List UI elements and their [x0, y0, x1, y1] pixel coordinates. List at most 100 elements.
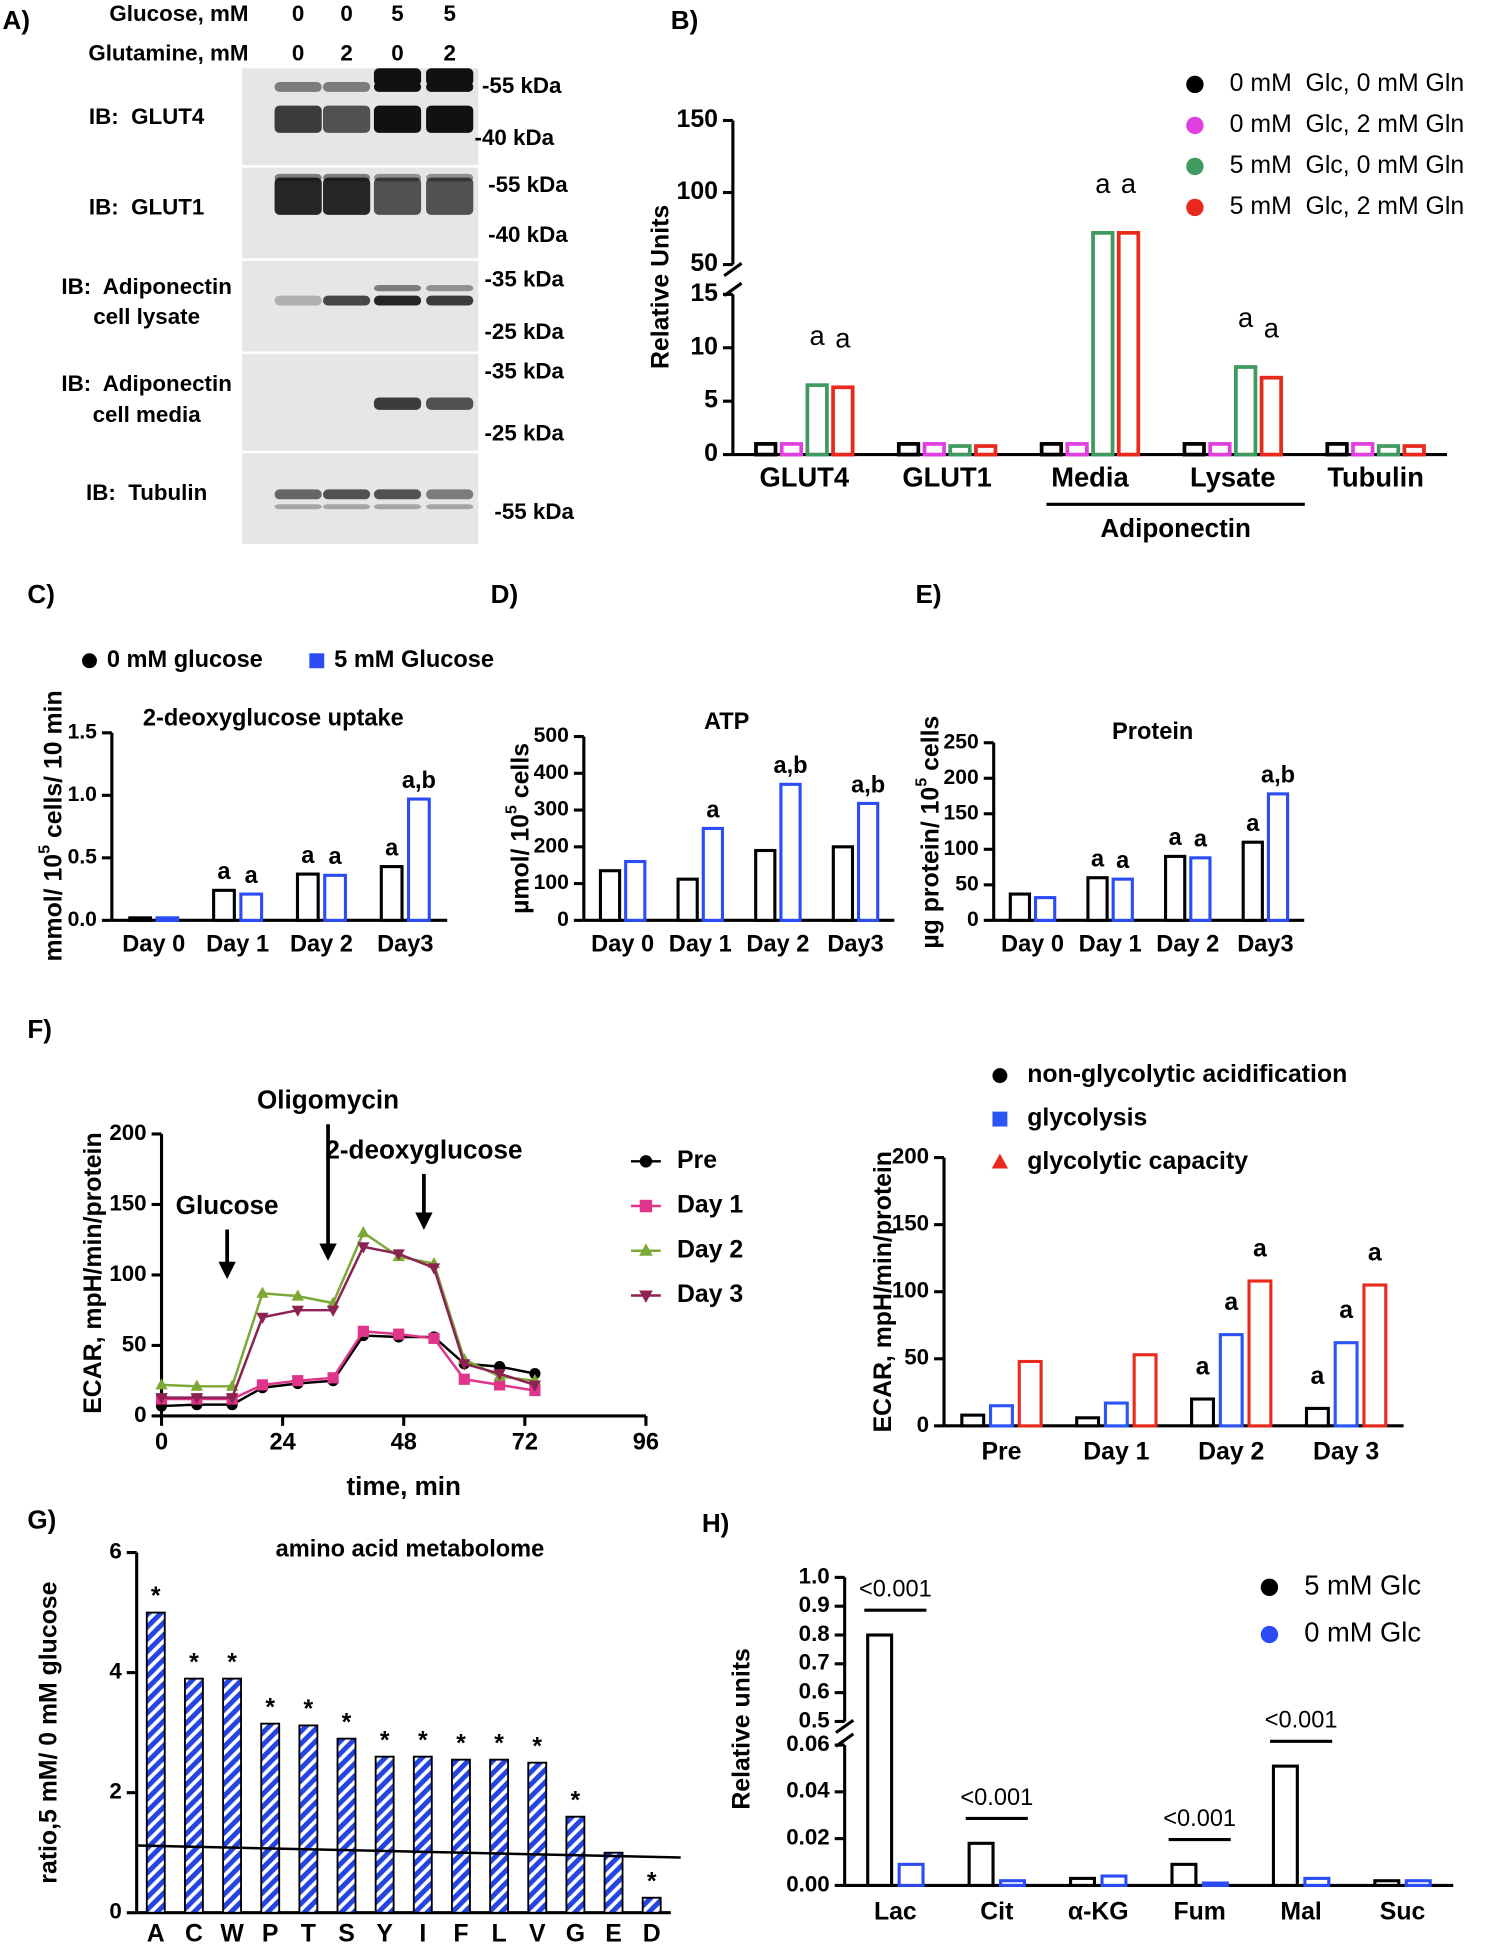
blot-label: cell lysate	[93, 304, 200, 329]
y-axis-title-part: 5	[503, 805, 521, 814]
bar	[1402, 444, 1426, 457]
size-marker: -35 kDa	[484, 359, 564, 384]
value-label: *	[494, 1730, 504, 1757]
y-axis-title-part: 5	[913, 778, 931, 787]
value-label: a	[1264, 313, 1280, 344]
bar	[779, 782, 802, 922]
bar	[295, 872, 320, 922]
blot-band	[274, 81, 322, 92]
legend-label: 0 mM Glc	[1304, 1617, 1421, 1648]
legend-label: 5 mM Glc, 0 mM Gln	[1230, 152, 1465, 179]
y-axis-title: µmol/ 105 cells	[503, 743, 534, 914]
lane-label: 2	[340, 41, 352, 66]
size-marker: -25 kDa	[484, 319, 564, 344]
value-label: a	[1095, 168, 1111, 199]
bar	[1362, 1283, 1388, 1428]
blot-band	[322, 105, 371, 133]
x-tick-label: C	[185, 1921, 203, 1948]
value-label: *	[304, 1696, 314, 1723]
size-marker: -55 kDa	[494, 499, 574, 524]
legend-marker	[991, 1153, 1009, 1169]
blot-band	[426, 177, 474, 215]
y-tick-label: 200	[944, 766, 979, 789]
value-label: a	[1253, 1236, 1267, 1263]
lane-label: 2	[443, 41, 455, 66]
bar	[1132, 1353, 1158, 1428]
bar	[128, 916, 153, 922]
bar	[1170, 1862, 1198, 1887]
y-tick-label: 5	[704, 387, 718, 414]
legend-marker	[1186, 116, 1204, 135]
y-tick-label: 100	[109, 1261, 146, 1286]
value-label: a	[1091, 846, 1105, 872]
x-tick-label: Media	[1051, 462, 1129, 493]
lane-label: 0	[292, 1, 304, 26]
x-tick-label: 72	[512, 1428, 538, 1454]
annotation: Glucose	[176, 1190, 279, 1220]
x-tick-label: G	[566, 1921, 585, 1948]
x-tick-label: F	[453, 1921, 468, 1948]
blot-band	[373, 504, 422, 510]
data-point	[494, 1379, 506, 1391]
bar	[831, 385, 855, 457]
value-label: a	[1368, 1240, 1382, 1267]
x-tick-label: 96	[633, 1428, 659, 1454]
blot-band	[322, 489, 371, 500]
y-tick-label: 200	[109, 1120, 146, 1145]
blot-label: IB: Tubulin	[86, 480, 207, 505]
annotation: Oligomycin	[257, 1085, 399, 1115]
blot-band	[373, 173, 422, 182]
y-tick-label: 50	[904, 1345, 929, 1370]
y-tick-label: 0.04	[786, 1778, 830, 1803]
panel-label: H)	[702, 1508, 730, 1538]
y-tick-label: 200	[534, 834, 569, 857]
panel-label: B)	[671, 5, 699, 35]
bar	[779, 442, 804, 457]
y-tick-label: 150	[892, 1211, 929, 1236]
y-axis-title-part: cells/ 10 min	[40, 690, 67, 845]
y-tick-label: 0.5	[799, 1707, 830, 1732]
data-point	[357, 1225, 370, 1238]
x-tick-label: 0	[155, 1428, 168, 1454]
chart-title: 2-deoxyglucose uptake	[143, 704, 404, 730]
value-label: a	[706, 796, 720, 822]
x-tick-label: Day 2	[1198, 1439, 1264, 1466]
y-axis-title: Relative units	[728, 1648, 755, 1809]
x-tick-label: A	[147, 1921, 165, 1948]
blot-band	[274, 173, 322, 182]
bar	[1039, 442, 1064, 457]
y-axis-title: mmol/ 105 cells/ 10 min	[36, 690, 67, 961]
bar	[988, 1404, 1014, 1428]
y-tick-label: 0.8	[799, 1621, 830, 1646]
blot-label: IB: GLUT1	[89, 195, 204, 220]
y-tick-label: 1.5	[68, 720, 98, 743]
value-label: *	[189, 1649, 199, 1676]
condition-label: Glutamine, mM	[88, 41, 248, 66]
bar	[1075, 1416, 1101, 1428]
legend-label: 0 mM glucose	[107, 646, 263, 672]
value-label: a,b	[402, 767, 436, 793]
legend-label: 5 mM Glucose	[334, 646, 494, 672]
bar	[1351, 442, 1375, 457]
x-tick-label: P	[262, 1921, 279, 1948]
blot-band	[322, 504, 371, 510]
blot-band	[373, 68, 422, 86]
x-tick-label: GLUT4	[760, 462, 850, 493]
series-line	[161, 1334, 536, 1408]
legend-label: 5 mM Glc	[1304, 1570, 1421, 1601]
bar	[897, 1862, 925, 1887]
bar	[1189, 856, 1212, 922]
value-label: *	[571, 1787, 581, 1814]
value-label: a	[1196, 1354, 1210, 1381]
value-label: a	[301, 842, 315, 868]
blot-band	[274, 105, 322, 133]
x-tick-label: α-KG	[1068, 1898, 1129, 1925]
blot-band	[373, 105, 422, 133]
legend-label: glycolytic capacity	[1027, 1148, 1248, 1175]
y-tick-label: 0.0	[68, 908, 97, 931]
axis-break	[835, 1718, 855, 1734]
comparison-label: <0.001	[960, 1784, 1033, 1810]
data-point	[392, 1249, 405, 1261]
lane-label: 0	[292, 41, 304, 66]
x-tick-label: Day 0	[122, 930, 185, 956]
